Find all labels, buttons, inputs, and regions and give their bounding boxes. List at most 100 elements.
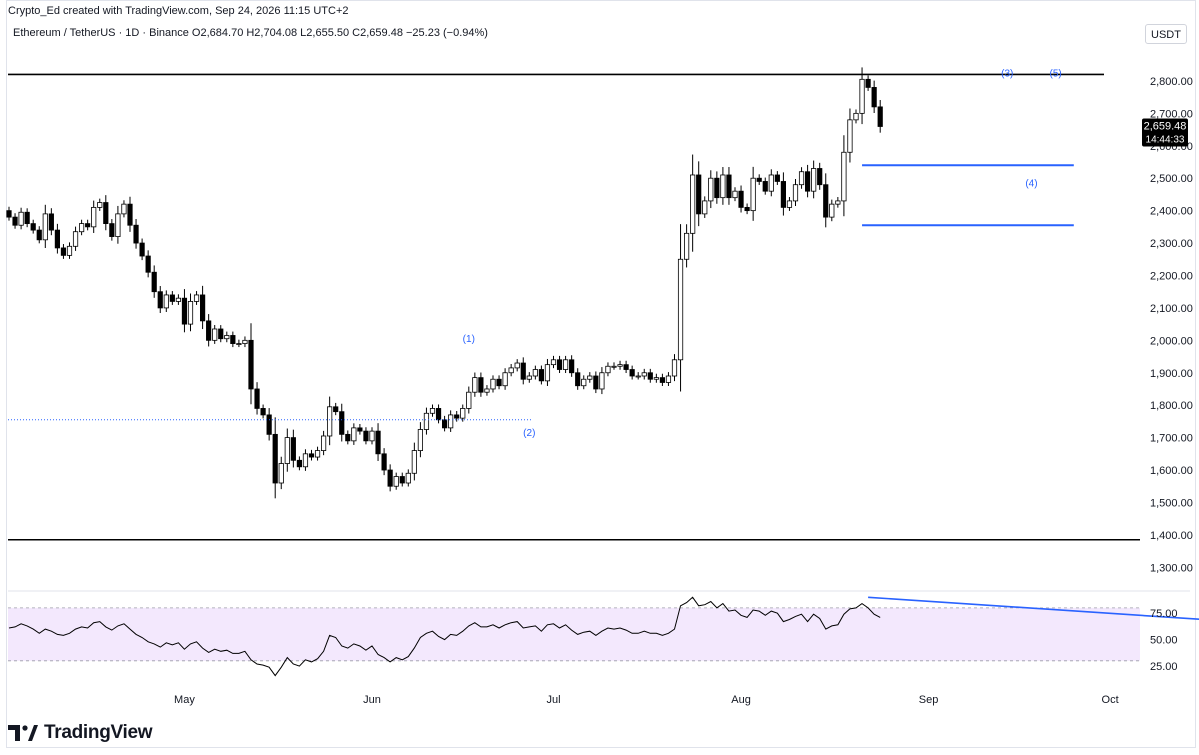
candle-body[interactable] bbox=[805, 171, 811, 192]
candle-body[interactable] bbox=[690, 174, 696, 234]
candle-body[interactable] bbox=[302, 453, 309, 468]
candle-body[interactable] bbox=[575, 372, 581, 387]
candle-body[interactable] bbox=[411, 450, 417, 474]
candle-body[interactable] bbox=[339, 411, 345, 435]
candle-body[interactable] bbox=[6, 210, 12, 218]
candle-body[interactable] bbox=[538, 369, 545, 382]
candle-body[interactable] bbox=[587, 375, 593, 380]
candle-body[interactable] bbox=[18, 211, 24, 226]
candle-body[interactable] bbox=[187, 301, 194, 325]
candle-body[interactable] bbox=[677, 258, 684, 361]
candle-body[interactable] bbox=[835, 200, 841, 205]
candle-body[interactable] bbox=[236, 343, 242, 345]
candle-body[interactable] bbox=[163, 294, 169, 309]
candle-body[interactable] bbox=[357, 427, 363, 432]
candle-body[interactable] bbox=[792, 184, 799, 202]
candle-body[interactable] bbox=[272, 433, 278, 484]
candle-body[interactable] bbox=[780, 181, 787, 208]
candle-body[interactable] bbox=[605, 365, 611, 374]
candle-body[interactable] bbox=[266, 414, 272, 435]
brand[interactable]: TradingView bbox=[8, 722, 153, 744]
candle-body[interactable] bbox=[103, 202, 109, 225]
candle-body[interactable] bbox=[484, 388, 490, 393]
candle-body[interactable] bbox=[877, 106, 883, 127]
candle-body[interactable] bbox=[550, 359, 557, 366]
candle-body[interactable] bbox=[248, 339, 254, 390]
candle-body[interactable] bbox=[744, 206, 750, 212]
candle-body[interactable] bbox=[139, 242, 145, 257]
candle-body[interactable] bbox=[556, 359, 563, 370]
candle-body[interactable] bbox=[702, 200, 708, 215]
candle-body[interactable] bbox=[121, 203, 127, 215]
candle-body[interactable] bbox=[750, 177, 756, 212]
candle-body[interactable] bbox=[756, 177, 762, 182]
candle-body[interactable] bbox=[502, 372, 508, 387]
candle-body[interactable] bbox=[423, 412, 430, 430]
candle-body[interactable] bbox=[798, 171, 805, 186]
candle-body[interactable] bbox=[786, 200, 793, 208]
candle-body[interactable] bbox=[351, 427, 357, 442]
candle-body[interactable] bbox=[841, 151, 847, 202]
candle-body[interactable] bbox=[345, 433, 351, 442]
candle-body[interactable] bbox=[490, 378, 496, 390]
candle-body[interactable] bbox=[508, 367, 514, 374]
candle-body[interactable] bbox=[314, 450, 321, 458]
candle-body[interactable] bbox=[653, 377, 659, 380]
candle-body[interactable] bbox=[12, 216, 18, 226]
candle-body[interactable] bbox=[72, 231, 79, 247]
candle-body[interactable] bbox=[320, 435, 327, 451]
candle-body[interactable] bbox=[290, 437, 296, 461]
candle-body[interactable] bbox=[708, 177, 714, 202]
candle-body[interactable] bbox=[127, 203, 133, 226]
candle-body[interactable] bbox=[641, 372, 647, 377]
candle-body[interactable] bbox=[823, 184, 829, 218]
candle-body[interactable] bbox=[520, 362, 526, 380]
candle-body[interactable] bbox=[762, 181, 768, 192]
candle-body[interactable] bbox=[726, 174, 732, 199]
candle-body[interactable] bbox=[665, 375, 672, 383]
candle-body[interactable] bbox=[387, 469, 393, 487]
candle-body[interactable] bbox=[60, 247, 67, 256]
rsi-line[interactable] bbox=[8, 596, 881, 677]
candle-body[interactable] bbox=[242, 339, 248, 344]
symbol-ohlc-legend[interactable]: Ethereum / TetherUS · 1D · Binance O2,68… bbox=[13, 27, 488, 39]
candle-body[interactable] bbox=[115, 213, 121, 237]
candle-body[interactable] bbox=[327, 406, 333, 437]
candle-body[interactable] bbox=[48, 213, 54, 231]
candle-body[interactable] bbox=[544, 364, 551, 382]
candle-body[interactable] bbox=[532, 369, 538, 377]
candle-body[interactable] bbox=[581, 378, 587, 387]
candle-body[interactable] bbox=[774, 174, 780, 182]
candle-body[interactable] bbox=[218, 328, 224, 340]
candle-body[interactable] bbox=[79, 223, 85, 233]
candle-body[interactable] bbox=[671, 359, 678, 377]
candle-body[interactable] bbox=[417, 429, 424, 451]
candle-body[interactable] bbox=[97, 202, 103, 208]
candle-body[interactable] bbox=[30, 223, 36, 231]
candle-body[interactable] bbox=[496, 378, 502, 387]
candle-body[interactable] bbox=[435, 408, 442, 421]
candle-body[interactable] bbox=[865, 78, 871, 88]
candle-body[interactable] bbox=[199, 294, 206, 322]
candle-body[interactable] bbox=[853, 112, 859, 121]
candle-body[interactable] bbox=[381, 453, 387, 471]
candle-body[interactable] bbox=[623, 364, 629, 370]
candle-body[interactable] bbox=[593, 375, 599, 390]
candle-body[interactable] bbox=[260, 408, 266, 416]
candle-body[interactable] bbox=[254, 388, 260, 409]
candle-body[interactable] bbox=[847, 119, 853, 153]
candle-body[interactable] bbox=[175, 297, 181, 302]
currency-button[interactable]: USDT bbox=[1145, 24, 1187, 44]
candle-body[interactable] bbox=[109, 223, 115, 237]
candle-body[interactable] bbox=[24, 211, 30, 225]
candle-body[interactable] bbox=[466, 391, 472, 409]
candle-body[interactable] bbox=[181, 297, 188, 325]
candle-body[interactable] bbox=[54, 229, 61, 249]
candle-body[interactable] bbox=[629, 369, 635, 377]
candle-body[interactable] bbox=[375, 430, 381, 455]
candle-body[interactable] bbox=[157, 291, 163, 309]
candle-body[interactable] bbox=[720, 174, 726, 199]
candle-body[interactable] bbox=[230, 335, 236, 344]
candle-body[interactable] bbox=[296, 459, 303, 468]
candle-body[interactable] bbox=[151, 271, 157, 293]
